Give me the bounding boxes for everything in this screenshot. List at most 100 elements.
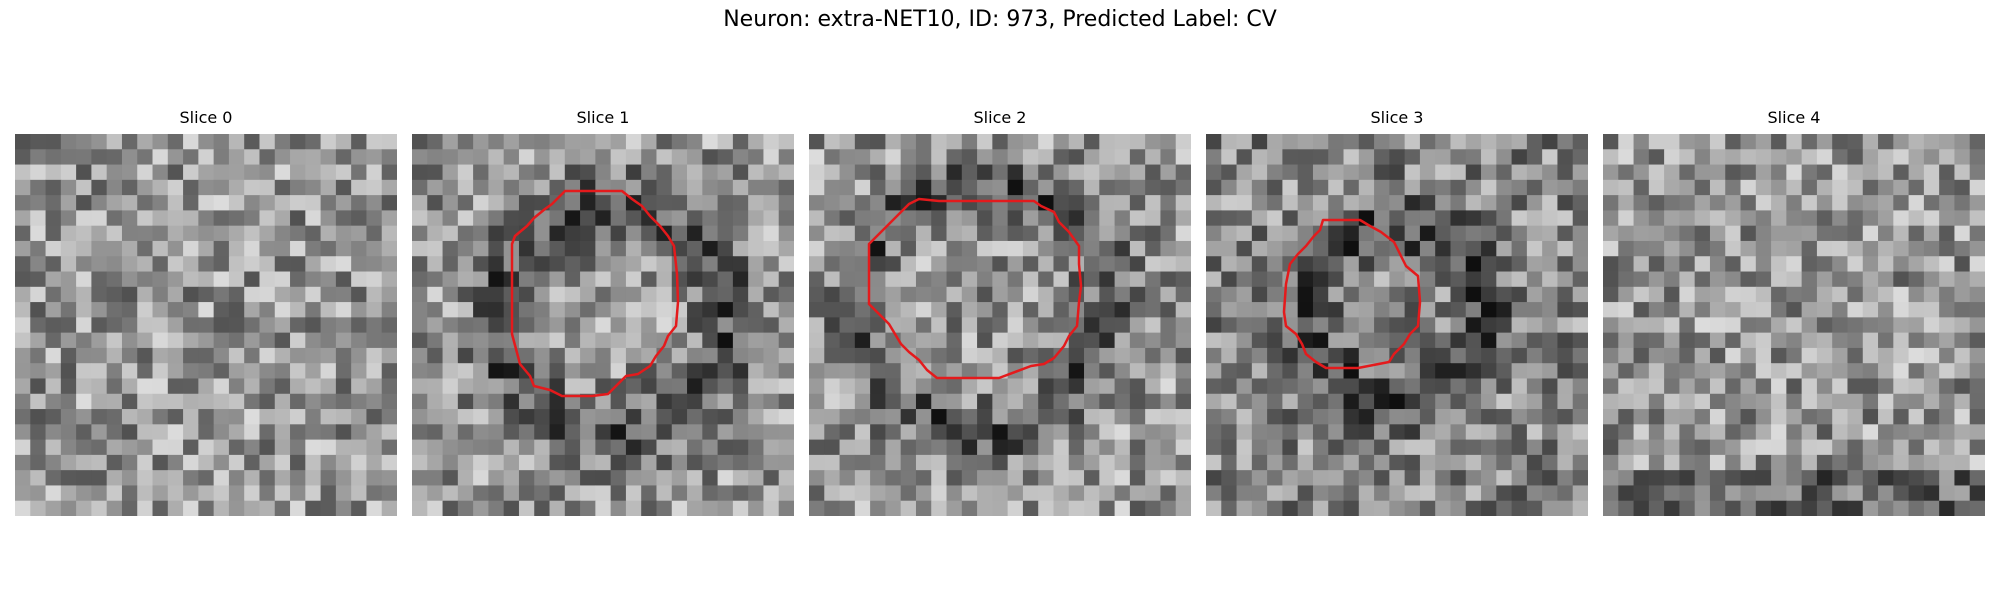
pixel-cell [1557, 424, 1574, 440]
pixel-cell [106, 485, 123, 502]
pixel-cell [442, 317, 459, 334]
pixel-cell [1175, 256, 1191, 272]
pixel-cell [15, 134, 31, 150]
pixel-cell [870, 378, 886, 395]
pixel-cell [1099, 332, 1115, 349]
pixel-cell [809, 317, 825, 334]
pixel-cell [244, 149, 260, 165]
pixel-cell [1221, 347, 1237, 364]
pixel-cell [1328, 363, 1344, 379]
pixel-cell [473, 424, 489, 440]
pixel-cell [351, 439, 367, 456]
pixel-cell [213, 347, 230, 364]
pixel-cell [213, 424, 230, 440]
pixel-cell [992, 378, 1009, 395]
pixel-cell [30, 164, 46, 181]
pixel-cell [1603, 286, 1619, 303]
pixel-cell [1572, 454, 1588, 471]
pixel-cell [1633, 225, 1650, 242]
pixel-cell [457, 164, 474, 181]
pixel-cell [641, 393, 657, 410]
pixel-cell [152, 225, 169, 242]
pixel-cell [427, 500, 443, 516]
pixel-cell [1709, 393, 1726, 410]
pixel-cell [106, 393, 123, 410]
pixel-cell [1572, 500, 1588, 516]
pixel-cell [335, 195, 352, 211]
pixel-cell [1053, 378, 1070, 395]
pixel-cell [1267, 271, 1283, 288]
pixel-cell [1694, 378, 1711, 395]
pixel-cell [915, 256, 932, 272]
pixel-cell [839, 271, 856, 288]
pixel-cell [106, 500, 123, 516]
pixel-cell [1893, 256, 1909, 272]
pixel-cell [885, 179, 902, 196]
pixel-cell [15, 378, 31, 395]
pixel-cell [564, 240, 581, 257]
pixel-cell [839, 393, 856, 410]
pixel-cell [870, 286, 886, 303]
pixel-cell [259, 195, 276, 211]
pixel-cell [687, 347, 703, 364]
pixel-cell [1511, 378, 1528, 395]
pixel-cell [1496, 195, 1512, 211]
pixel-cell [1694, 470, 1711, 486]
pixel-cell [1145, 286, 1161, 303]
pixel-cell [1725, 256, 1741, 272]
pixel-cell [1740, 439, 1757, 456]
pixel-cell [854, 240, 871, 257]
pixel-cell [1389, 470, 1406, 486]
pixel-cell [1084, 286, 1100, 303]
pixel-cell [1282, 134, 1299, 150]
pixel-cell [518, 225, 535, 242]
pixel-cell [992, 332, 1009, 349]
pixel-cell [320, 470, 337, 486]
pixel-cell [1801, 500, 1818, 516]
pixel-cell [1862, 164, 1879, 181]
pixel-cell [839, 470, 856, 486]
pixel-cell [366, 240, 383, 257]
pixel-cell [595, 240, 612, 257]
pixel-cell [1450, 240, 1467, 257]
pixel-cell [549, 485, 566, 502]
pixel-cell [1175, 454, 1191, 471]
pixel-cell [534, 286, 550, 303]
pixel-cell [854, 409, 871, 425]
pixel-cell [1862, 225, 1879, 242]
pixel-cell [717, 500, 734, 516]
pixel-cell [1648, 149, 1665, 165]
pixel-cell [885, 302, 902, 318]
pixel-cell [1542, 225, 1558, 242]
pixel-cell [1251, 302, 1268, 318]
pixel-cell [335, 424, 352, 440]
pixel-cell [625, 393, 642, 410]
pixel-cell [274, 485, 291, 502]
pixel-cell [76, 302, 92, 318]
pixel-cell [290, 409, 306, 425]
pixel-cell [442, 256, 459, 272]
pixel-cell [1664, 393, 1680, 410]
pixel-cell [885, 439, 902, 456]
pixel-cell [1709, 164, 1726, 181]
pixel-cell [213, 393, 230, 410]
pixel-cell [76, 454, 92, 471]
pixel-cell [900, 302, 917, 318]
pixel-cell [1053, 210, 1070, 227]
pixel-cell [503, 149, 520, 165]
pixel-cell [1542, 134, 1558, 150]
pixel-cell [1679, 500, 1696, 516]
pixel-cell [946, 286, 963, 303]
pixel-cell [366, 500, 383, 516]
pixel-cell [76, 149, 92, 165]
pixel-cell [137, 439, 153, 456]
pixel-cell [1679, 470, 1696, 486]
pixel-cell [641, 271, 657, 288]
pixel-cell [518, 256, 535, 272]
pixel-cell [366, 134, 383, 150]
pixel-cell [1435, 378, 1451, 395]
pixel-cell [91, 286, 108, 303]
pixel-cell [931, 164, 947, 181]
pixel-cell [1618, 240, 1634, 257]
pixel-cell [1969, 378, 1985, 395]
